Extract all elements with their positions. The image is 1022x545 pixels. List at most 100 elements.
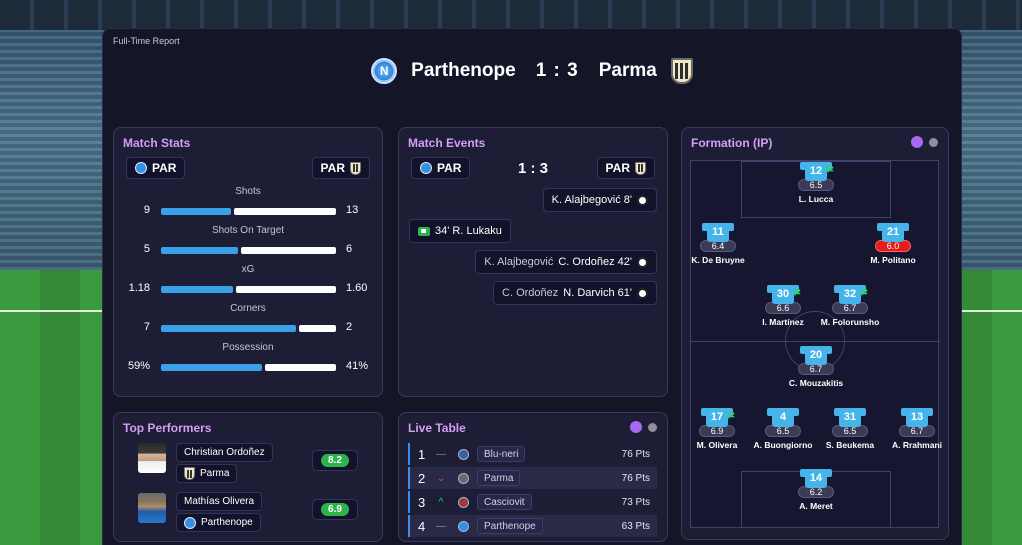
position-change-icon: ⌄: [436, 472, 446, 484]
live-table-panel: Live Table 1 — Blu-neri 76 Pts 2 ⌄ Parma 76 Pts…: [398, 412, 668, 542]
formation-player[interactable]: 30 ⇄ 6.6 I. Martínez: [748, 285, 818, 327]
pager-dot[interactable]: [648, 423, 657, 432]
stat-label: Possession: [222, 342, 274, 353]
player-name: S. Beukema: [825, 440, 875, 450]
substitution-icon: ⇄: [860, 287, 868, 297]
formation-pager: [911, 136, 938, 148]
position-change-icon: —: [436, 520, 446, 532]
event-goal-1[interactable]: K. Alajbegović 8': [542, 188, 657, 212]
pager-dot-active[interactable]: [911, 136, 923, 148]
shirt-icon: 21: [877, 223, 909, 242]
formation-player[interactable]: 12 ⇄ 6.5 L. Lucca: [781, 162, 851, 204]
stat-away-bar: [299, 325, 336, 332]
stat-home-value: 59%: [127, 360, 150, 372]
home-abbr: PAR: [152, 161, 177, 175]
home-team-chip: PAR: [126, 157, 186, 179]
formation-player[interactable]: 4 6.5 A. Buongiorno: [748, 408, 818, 450]
away-crest-icon: [670, 58, 693, 84]
substitution-icon: ⇄: [793, 287, 801, 297]
table-row[interactable]: 3 ^ Casciovit 73 Pts: [408, 491, 657, 513]
live-table-title: Live Table: [408, 421, 466, 435]
home-crest-icon: [135, 162, 147, 174]
substitution-icon: ⇄: [727, 410, 735, 420]
stat-home-value: 5: [143, 243, 150, 255]
substitution-icon: ⇄: [826, 164, 834, 174]
stat-home-bar: [161, 286, 233, 293]
away-team-chip: PAR: [596, 157, 655, 179]
player-photo-avatar: [138, 493, 166, 523]
player-name: C. Mouzakitis: [788, 378, 844, 388]
stat-away-value: 2: [346, 321, 353, 333]
top-performers-panel: Top Performers Christian Ordoñez Parma 8…: [113, 412, 383, 542]
match-stats-title: Match Stats: [123, 136, 191, 150]
formation-player[interactable]: 11 6.4 K. De Bruyne: [683, 223, 753, 265]
position-change-icon: ^: [438, 496, 444, 508]
formation-title: Formation (IP): [691, 136, 773, 150]
formation-panel: Formation (IP) 12 ⇄ 6.5 L. Lucca 11 6.4 K. De …: [681, 127, 949, 540]
stat-row: 1.18 1.60: [114, 282, 382, 296]
home-crest-icon: N: [371, 58, 398, 84]
shirt-icon: 20: [800, 346, 832, 365]
event-goal-2[interactable]: 34' R. Lukaku: [409, 219, 511, 243]
shirt-icon: 31: [834, 408, 866, 427]
home-team-chip: PAR: [411, 157, 471, 179]
table-points: 76 Pts: [621, 472, 650, 484]
performer-name: Mathías Olivera: [176, 492, 263, 511]
formation-player[interactable]: 17 ⇄ 6.9 M. Olivera: [682, 408, 752, 450]
stat-away-value: 41%: [346, 360, 369, 372]
stat-label: Corners: [230, 303, 266, 314]
away-team-chip: PAR: [311, 157, 370, 179]
club-crest-icon: [458, 496, 469, 508]
stat-away-bar: [236, 286, 336, 293]
stadium-stand-left: [0, 0, 110, 270]
stat-away-value: 1.60: [346, 282, 368, 294]
table-row[interactable]: 2 ⌄ Parma 76 Pts: [408, 467, 657, 489]
event-goal-3[interactable]: K. Alajbegović C. Ordoñez 42': [475, 250, 657, 274]
stat-row: 59% 41%: [114, 360, 382, 374]
ball-icon: [637, 194, 648, 206]
table-team-name: Casciovit: [477, 494, 532, 510]
player-name: A. Meret: [799, 501, 833, 511]
ball-icon: [637, 287, 648, 299]
stadium-roof: [0, 0, 1022, 30]
performer-club: Parma: [176, 464, 238, 483]
event-goal-4[interactable]: C. Ordoñez N. Darvich 61': [493, 281, 657, 305]
formation-player[interactable]: 32 ⇄ 6.7 M. Folorunsho: [815, 285, 885, 327]
performer-rating: 8.2: [312, 450, 358, 471]
player-name: M. Olivera: [696, 440, 738, 450]
club-crest-icon: [458, 472, 469, 484]
shirt-icon: 30: [767, 285, 799, 304]
formation-player[interactable]: 31 6.5 S. Beukema: [815, 408, 885, 450]
table-points: 63 Pts: [621, 520, 650, 532]
table-row[interactable]: 4 — Parthenope 63 Pts: [408, 515, 657, 537]
formation-player[interactable]: 14 6.2 A. Meret: [781, 469, 851, 511]
pager-dot[interactable]: [929, 138, 938, 147]
table-position: 1: [418, 446, 426, 462]
match-events-title: Match Events: [408, 136, 486, 150]
match-stats-panel: Match Stats PAR PAR Shots 9 13 Shots On Tar…: [113, 127, 383, 397]
stat-away-value: 13: [346, 204, 359, 216]
player-rating: 6.5: [765, 425, 801, 437]
formation-player[interactable]: 21 6.0 M. Politano: [858, 223, 928, 265]
shirt-icon: 13: [901, 408, 933, 427]
club-crest-icon: [458, 448, 469, 460]
table-position: 4: [418, 518, 426, 534]
pager-dot-active[interactable]: [630, 421, 642, 433]
stat-label: Shots: [235, 186, 261, 197]
home-crest-icon: [420, 162, 432, 174]
score-header: N Parthenope 1 : 3 Parma: [103, 55, 961, 87]
table-points: 73 Pts: [621, 496, 650, 508]
player-photo-avatar: [138, 443, 166, 473]
table-team-name: Parthenope: [477, 518, 543, 534]
stat-away-value: 6: [346, 243, 353, 255]
stat-label: Shots On Target: [211, 225, 285, 236]
formation-player[interactable]: 13 6.7 A. Rrahmani: [882, 408, 952, 450]
stat-home-value: 1.18: [128, 282, 150, 294]
player-name: L. Lucca: [798, 194, 834, 204]
formation-player[interactable]: 20 6.7 C. Mouzakitis: [781, 346, 851, 388]
match-events-panel: Match Events PAR 1 : 3 PAR K. Alajbegovi…: [398, 127, 668, 397]
home-abbr: PAR: [437, 161, 462, 175]
stat-row: 9 13: [114, 204, 382, 218]
table-row[interactable]: 1 — Blu-neri 76 Pts: [408, 443, 657, 465]
